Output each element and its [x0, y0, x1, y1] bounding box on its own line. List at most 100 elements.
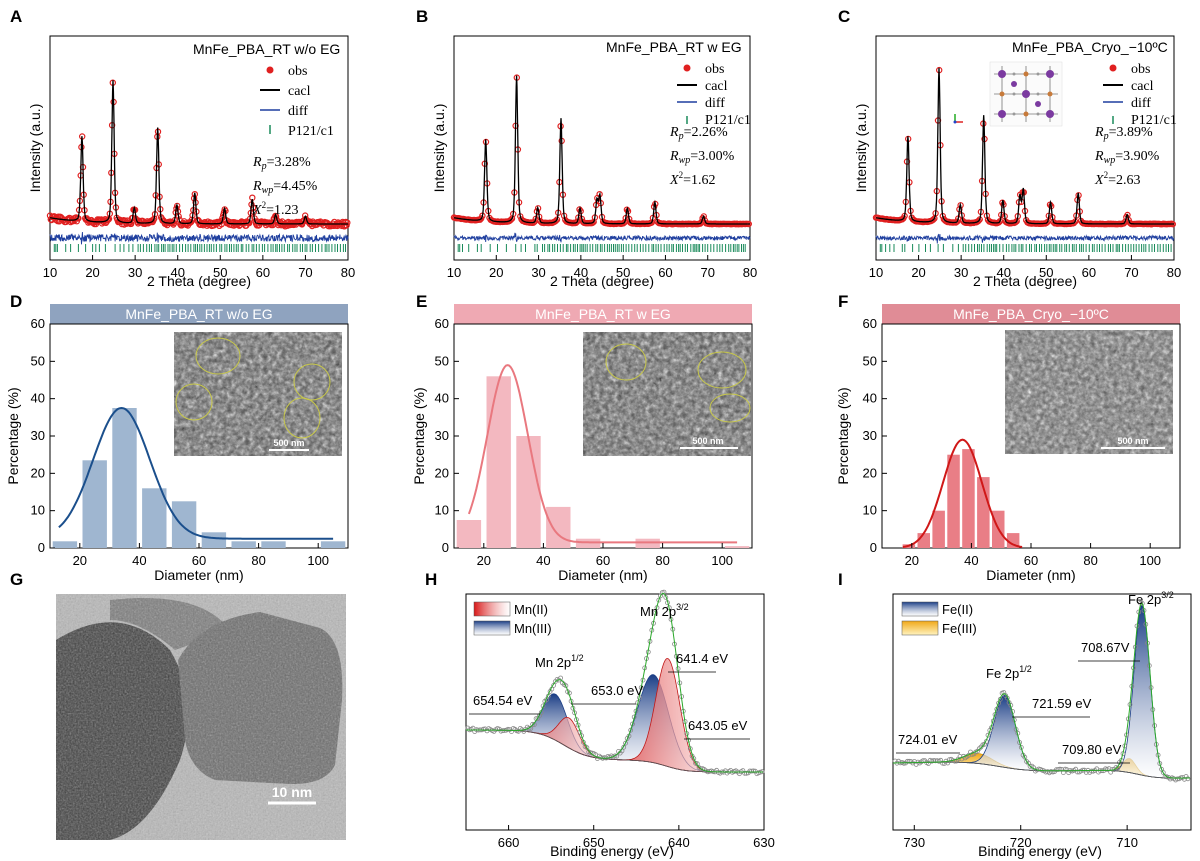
legend-mn3: Mn(III) [514, 621, 552, 636]
x-tick-label: 10 [869, 265, 883, 280]
legend-obs-marker [1109, 64, 1117, 72]
refinement-stats: Rp=3.28% Rwp=4.45% X2=1.23 [252, 155, 318, 218]
envelope-fit [893, 602, 1190, 779]
x-tick-label: 20 [73, 553, 87, 568]
x-tick-label: 20 [477, 553, 491, 568]
y-axis-label: Intensity (a.u.) [27, 104, 43, 193]
svg-text:X2=2.63: X2=2.63 [1094, 170, 1140, 188]
x-tick-label: 100 [1139, 553, 1161, 568]
xps-fe-panel: 730 720 710 Binding energy (eV) Fe(II) Fe(… [892, 590, 1192, 859]
x-tick-label: 640 [668, 835, 690, 850]
y-axis-label: Percentage (%) [411, 387, 427, 484]
panel-letter-F: F [838, 292, 848, 311]
axes-triad [953, 114, 963, 124]
data-point [1139, 601, 1145, 606]
data-point [1055, 767, 1061, 772]
legend: Mn(II) Mn(III) [473, 601, 552, 636]
x-axis-label: 2 Theta (degree) [147, 273, 251, 289]
obs-point [700, 213, 708, 220]
sample-band [454, 304, 752, 324]
refinement-stats: Rp=3.89% Rwp=3.90% X2=2.63 [1094, 125, 1160, 188]
x-tick-label: 30 [128, 265, 142, 280]
x-tick-label: 60 [1024, 553, 1038, 568]
xps-plot-area: 730 720 710 [892, 600, 1191, 850]
diff-line [875, 233, 1175, 244]
scalebar-label: 10 nm [272, 784, 312, 800]
obs-point [552, 217, 560, 225]
energy-label-721: 721.59 eV [1032, 696, 1092, 711]
size-distribution-e: MnFe_PBA_RT w EG 20 40 60 80 100 0 10 20 30 40 50 6… [411, 304, 753, 583]
data-point [563, 683, 569, 689]
legend: Fe(II) Fe(III) [901, 601, 977, 636]
sem-texture [1005, 330, 1173, 454]
stat-rp: =3.89% [1109, 125, 1153, 140]
obs-point [507, 216, 514, 224]
xrd-plot-area: 10 20 30 40 50 60 70 80 [447, 74, 757, 280]
histogram-bar [546, 506, 571, 548]
legend-bragg: P121/c1 [705, 113, 751, 128]
envelope-fit [466, 592, 764, 773]
legend-calc: cacl [288, 84, 311, 99]
fit-curve [902, 438, 1023, 548]
histogram-bar [112, 408, 137, 548]
y-tick-label: 20 [863, 465, 877, 480]
x-tick-label: 30 [954, 265, 968, 280]
label-fe2p12: Fe 2p1/2 [986, 664, 1032, 681]
x-tick-label: 630 [753, 835, 775, 850]
sem-texture [174, 332, 342, 456]
obs-point [1012, 218, 1019, 226]
fit-curve [58, 406, 334, 540]
histogram-bar [575, 538, 601, 548]
x-axis-label: Binding energy (eV) [550, 843, 674, 859]
stat-chi: =1.62 [683, 173, 715, 188]
obs-point [1044, 218, 1051, 226]
histogram-bar [917, 533, 930, 548]
plot-frame [453, 35, 751, 261]
x-tick-label: 70 [700, 265, 714, 280]
obs-point [975, 217, 982, 225]
data-point [905, 758, 910, 764]
y-axis-label: Percentage (%) [835, 387, 851, 484]
x-tick-label: 50 [1039, 265, 1053, 280]
svg-text:Rwp=4.45%: Rwp=4.45% [252, 179, 318, 196]
histogram-bar [82, 460, 107, 548]
y-tick-label: 30 [863, 428, 877, 443]
obs-point [344, 219, 351, 226]
x-tick-label: 60 [1082, 265, 1096, 280]
obs-point [953, 218, 961, 225]
xps-plot-area: 660 650 640 630 [465, 589, 775, 850]
svg-text:Rp=3.28%: Rp=3.28% [252, 155, 311, 172]
diff-line [49, 231, 349, 245]
panel-letter-I: I [838, 570, 843, 589]
stat-rp: =2.26% [684, 125, 728, 140]
histogram-bar [261, 541, 286, 548]
x-tick-label: 40 [170, 265, 184, 280]
energy-label-641: 641.4 eV [676, 651, 728, 666]
x-tick-label: 80 [1167, 265, 1181, 280]
sample-band-title: MnFe_PBA_RT w/o EG [125, 306, 272, 322]
agglomerate-circle [697, 351, 747, 389]
x-tick-label: 710 [1116, 835, 1138, 850]
data-point [1160, 770, 1166, 775]
data-point [530, 721, 535, 727]
legend: obs cacl diff P121/c1 [260, 64, 334, 139]
legend: obs cacl diff P121/c1 [677, 62, 751, 128]
x-axis-label: 2 Theta (degree) [973, 273, 1077, 289]
energy-label-708: 708.67V [1081, 640, 1130, 655]
energy-label-709: 709.80 eV [1062, 742, 1122, 757]
scalebar-label: 500 nm [1117, 436, 1148, 446]
data-point [584, 745, 590, 750]
y-tick-label: 50 [31, 353, 45, 368]
plot-frame [49, 35, 349, 261]
y-tick-label: 0 [442, 540, 449, 555]
stat-chi: =1.23 [266, 203, 298, 218]
data-point [952, 758, 958, 764]
data-point [628, 727, 634, 733]
y-tick-label: 50 [863, 353, 877, 368]
sem-image-d: 500 nm [174, 332, 342, 456]
panel-letter-B: B [416, 7, 428, 26]
data-point [575, 722, 581, 728]
histogram-bar [201, 532, 227, 548]
svg-text:X2=1.62: X2=1.62 [669, 170, 715, 188]
